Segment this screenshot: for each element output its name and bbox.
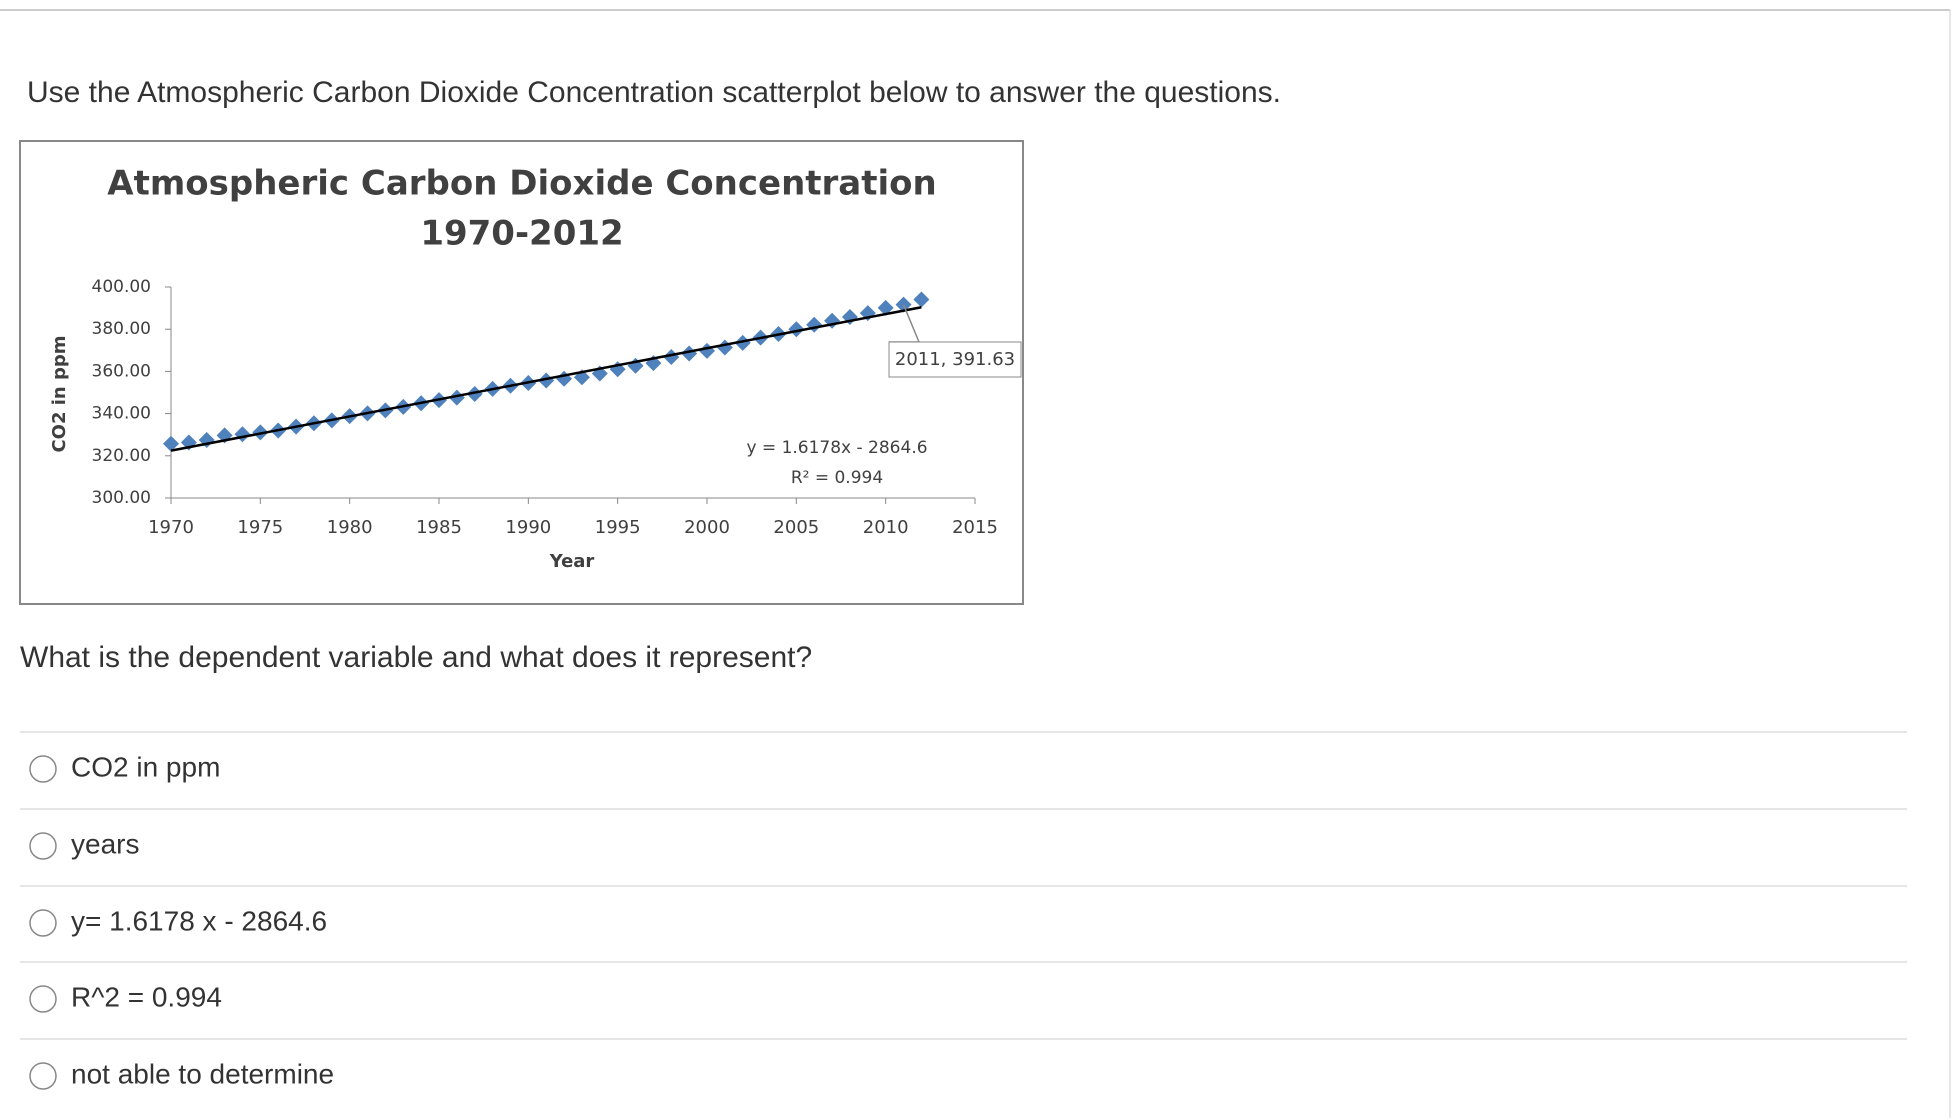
question-intro: Use the Atmospheric Carbon Dioxide Conce… [27, 76, 1281, 109]
question: What is the dependent variable and what … [20, 641, 812, 674]
y-tick-label: 400.00 [92, 277, 151, 297]
x-tick-label: 1995 [595, 517, 641, 538]
radio-button[interactable] [29, 1062, 57, 1090]
x-tick-label: 2015 [952, 517, 998, 538]
option-label[interactable]: not able to determine [71, 1058, 334, 1089]
radio-button[interactable] [29, 985, 57, 1013]
y-tick-label: 320.00 [92, 446, 151, 466]
radio-button[interactable] [29, 755, 57, 783]
trendline [170, 305, 922, 452]
data-point [788, 321, 805, 338]
plot: 300.00 320.00 340.00 360.00 380.00 400.00 1970… [92, 277, 1022, 538]
data-point [681, 345, 698, 362]
y-tick-label: 380.00 [92, 319, 151, 339]
annotation-box [888, 341, 1022, 378]
trend-equation: y = 1.6178x - 2864.6 [746, 438, 927, 458]
chart-title: Atmospheric Carbon Dioxide Concentration [107, 164, 936, 204]
x-tick-label: 2005 [773, 517, 819, 538]
data-point [163, 435, 179, 452]
x-tick-label: 1970 [148, 517, 194, 538]
data-point [538, 372, 555, 389]
x-tick-label: 2000 [684, 517, 730, 538]
chart-subtitle: 1970-2012 [420, 214, 623, 254]
y-axis-label: CO2 in ppm [49, 335, 70, 452]
option-label[interactable]: R^2 = 0.994 [71, 981, 222, 1012]
y-tick-label: 360.00 [92, 361, 151, 381]
x-tick-label: 1975 [237, 517, 283, 538]
options: CO2 in ppm years y= 1.6178 x - 2864.6 R^2 =… [20, 731, 1907, 1090]
option-label[interactable]: CO2 in ppm [71, 751, 220, 782]
y-tick-label: 300.00 [92, 488, 151, 508]
data-point [466, 385, 483, 402]
option-label[interactable]: y= 1.6178 x - 2864.6 [71, 905, 327, 936]
data-point [734, 334, 751, 351]
data-point [448, 389, 465, 406]
x-tick-label: 1985 [416, 517, 462, 538]
x-axis-label: Year [549, 551, 595, 572]
x-tick-label: 2010 [863, 517, 909, 538]
x-tick-label: 1990 [505, 517, 551, 538]
option-label[interactable]: years [71, 828, 139, 859]
trend-r-squared: R² = 0.994 [791, 468, 883, 488]
radio-button[interactable] [29, 909, 57, 937]
annotation-label: 2011, 391.63 [895, 349, 1015, 370]
radio-button[interactable] [29, 832, 57, 860]
data-point [877, 299, 894, 316]
y-tick-label: 340.00 [92, 404, 151, 424]
data-point [913, 291, 930, 308]
x-tick-label: 1980 [327, 517, 373, 538]
chart-frame [19, 140, 1024, 605]
